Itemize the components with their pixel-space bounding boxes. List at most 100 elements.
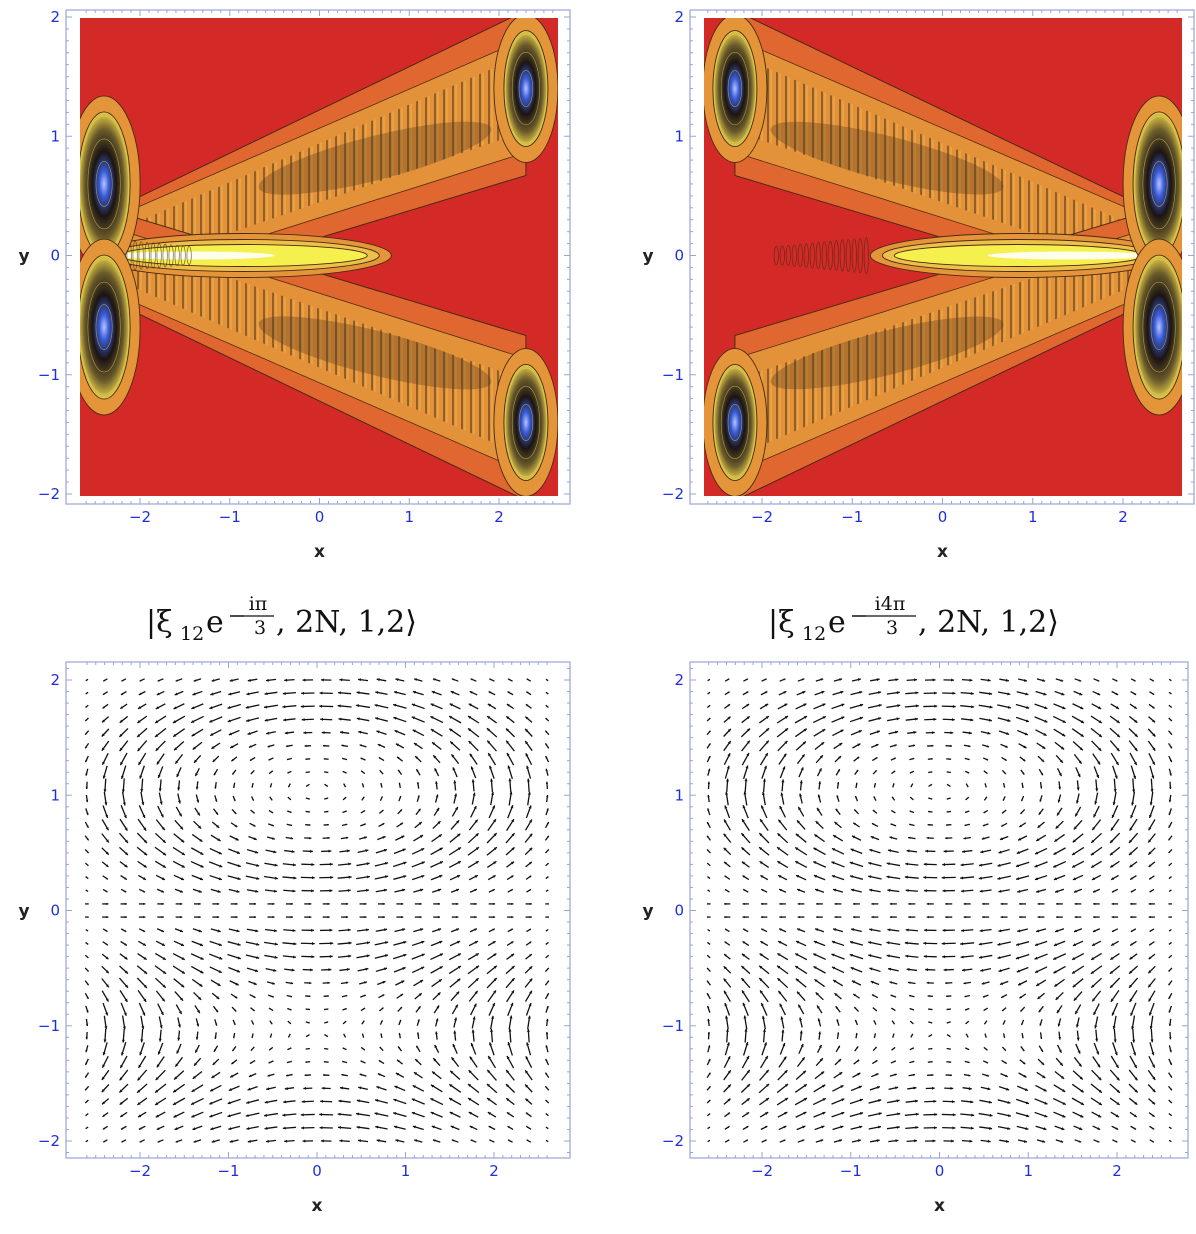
vector-arrow-head [1151,1052,1155,1056]
x-tick-label: −1 [219,508,241,526]
vector-arrow-head [415,1059,419,1062]
vector-arrow-head [915,1125,919,1130]
vector-arrow-head [708,1140,710,1142]
y-tick-label: 0 [50,902,60,920]
vector-arrow-head [1168,825,1171,828]
vector-arrow-head [967,1061,970,1064]
vector-arrow-head [256,876,260,880]
vector-arrow-head [323,744,326,747]
vector-arrow-head [397,1059,400,1063]
vector-arrow-head [358,1086,362,1090]
vector-arrow-head [983,811,986,813]
vector-arrow-head [469,1056,473,1060]
vector-arrow-head [192,1127,196,1131]
vector-arrow-head [889,836,893,839]
vector-arrow-head [468,703,472,707]
vector-arrow-head [288,785,290,788]
vector-arrow-head [878,717,882,721]
vector-arrow-head [868,875,872,879]
vector-arrow-head [876,730,880,734]
vector-arrow-head [821,1125,825,1129]
vector-arrow-head [816,902,819,906]
vector-arrow-head [309,981,312,985]
vector-arrow-head [358,730,362,734]
vector-arrow-head [803,1084,807,1088]
vector-arrow-head [364,915,367,919]
vector-arrow-head [822,1111,826,1115]
vector-arrow-head [707,1031,711,1035]
vector-arrow-head [510,889,513,892]
vector-arrow-head [820,1071,825,1075]
vector-arrow-head [1002,811,1004,814]
vector-arrow-head [813,953,817,957]
vector-arrow-head [779,928,782,931]
vector-arrow-head [915,704,919,708]
vector-arrow-head [271,995,274,998]
vector-arrow-head [121,1052,124,1056]
vector-arrow-head [708,705,711,707]
vector-arrow-head [377,1073,381,1076]
x-axis-label: x [937,542,948,562]
vector-arrow-head [85,746,88,749]
vector-arrow-head [707,1018,710,1022]
vector-arrow-head [727,753,731,757]
vector-arrow-head [1169,1062,1172,1066]
vector-arrow-head [212,759,216,762]
vector-arrow-head [525,1084,529,1088]
vector-arrow-head [269,772,271,774]
vector-arrow-head [124,877,127,880]
vector-arrow-head [209,719,213,723]
vector-arrow-head [746,1084,750,1088]
vector-arrow-head [1115,692,1119,695]
vector-arrow-head [191,733,195,737]
vector-arrow-head [155,747,159,751]
vector-arrow-head [85,1101,87,1103]
vector-arrow-head [1022,1049,1025,1052]
vector-arrow-head [1090,852,1095,856]
vector-arrow-head [1092,890,1096,893]
vector-arrow-head [815,928,819,932]
vector-arrow-head [1098,1102,1102,1105]
vector-arrow-head [853,993,856,997]
vector-arrow-head [323,1061,326,1063]
vector-arrow-head [1041,759,1045,762]
vector-arrow-head [1110,956,1114,960]
vector-arrow-head [777,953,781,957]
vector-arrow-head [400,822,404,826]
vector-arrow-head [1115,1064,1119,1068]
vector-arrow-head [319,1126,323,1130]
vector-arrow-head [177,800,181,804]
vector-arrow-head [526,678,529,681]
vector-arrow-head [237,864,241,868]
vector-arrow-head [486,728,491,732]
vector-arrow-head [288,1036,290,1038]
vector-arrow-head [142,877,146,880]
vector-arrow-head [998,850,1002,854]
vector-arrow-head [765,740,769,744]
vector-arrow-head [102,692,105,695]
vector-arrow-head [230,745,234,749]
vector-arrow-head [214,786,217,789]
vector-arrow-head [86,983,89,986]
vector-arrow-head [395,743,400,747]
vector-arrow-head [1093,902,1096,906]
vector-arrow-head [1005,1139,1009,1143]
vector-arrow-head [914,1099,918,1103]
vector-arrow-head [397,756,400,760]
vector-arrow-head [942,862,946,867]
vector-arrow-head [987,1087,991,1091]
vector-arrow-head [255,929,259,933]
vector-arrow-head [155,720,159,723]
vector-arrow-head [473,1003,477,1007]
vector-arrow-head [1037,824,1041,828]
vector-arrow-head [529,954,532,957]
vector-arrow-head [946,798,949,800]
lobe-fringe [180,245,186,266]
vector-arrow-head [418,822,422,825]
vector-arrow-head [1093,814,1097,818]
vector-arrow-head [877,1125,882,1129]
vector-arrow-head [1072,984,1076,988]
vector-arrow-head [271,1009,274,1011]
vector-arrow-head [227,705,231,709]
vector-arrow-head [778,990,782,994]
